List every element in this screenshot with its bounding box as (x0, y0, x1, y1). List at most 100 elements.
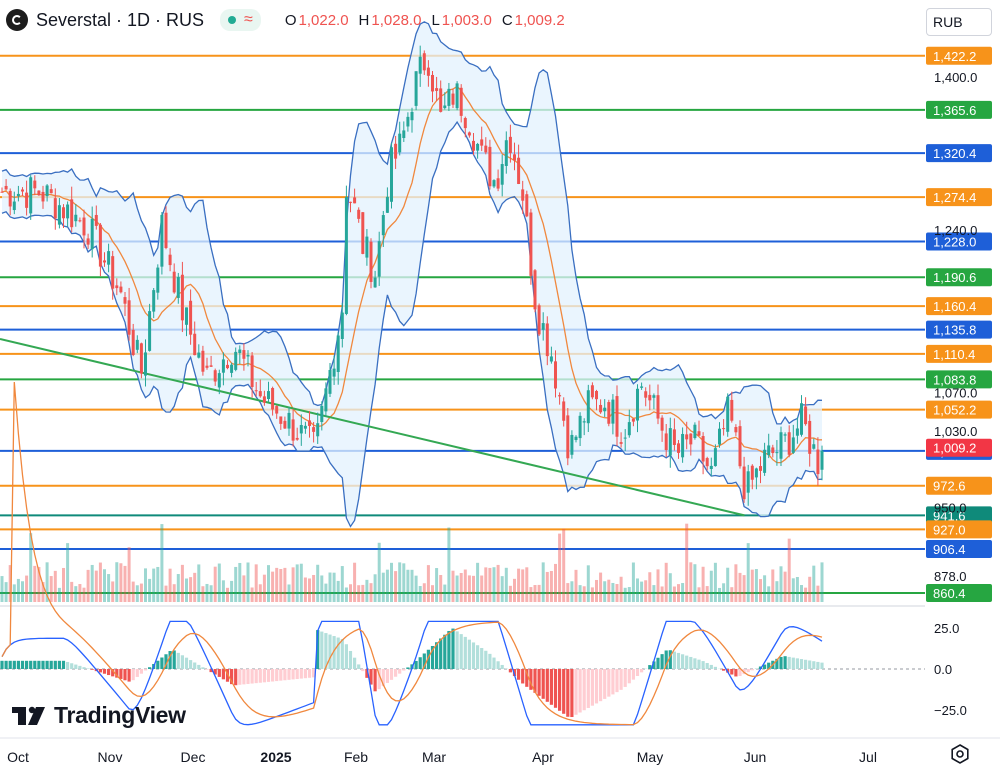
candle-body (525, 194, 529, 217)
volume-bar (295, 564, 299, 602)
volume-bar (742, 575, 746, 602)
level-label: 1,190.6 (933, 270, 976, 285)
volume-bar (467, 575, 471, 602)
indicator-histogram-bar (599, 669, 603, 702)
last-price-box (926, 438, 992, 457)
chart-header: Severstal · 1D · RUS ≈ O 1,022.0 H 1,028… (0, 0, 925, 40)
volume-bar (554, 563, 557, 602)
volume-bar (226, 587, 229, 602)
indicator-histogram-bar (422, 653, 426, 669)
volume-bar (316, 564, 320, 602)
candle-body (111, 256, 115, 289)
settings-gear-icon[interactable] (950, 744, 970, 764)
level-label: 1,228.0 (933, 234, 976, 249)
candle-body (406, 116, 410, 127)
candle-body (644, 391, 648, 398)
indicator-histogram-bar (652, 661, 656, 669)
candle-body (595, 390, 598, 400)
indicator-histogram-bar (312, 669, 316, 678)
indicator-histogram-bar (139, 669, 143, 674)
level-label-box (926, 476, 992, 495)
indicator-histogram-bar (779, 656, 783, 669)
indicator-histogram-bar (324, 633, 328, 669)
high-key: H (358, 11, 370, 29)
volume-bar (476, 562, 480, 602)
candle-body (16, 193, 20, 197)
indicator-histogram-bar (492, 657, 496, 669)
volume-bar (172, 584, 176, 602)
volume-bar (599, 572, 603, 602)
indicator-histogram-bar (533, 669, 537, 693)
volume-bar (541, 562, 545, 602)
indicator-histogram-bar (578, 669, 582, 713)
volume-bar (709, 570, 713, 602)
candle-body (504, 140, 508, 166)
volume-bar (517, 568, 521, 602)
candle-body (541, 323, 545, 330)
volume-bar (451, 570, 455, 602)
indicator-histogram-bar (271, 669, 275, 682)
indicator-histogram-bar (574, 669, 578, 715)
indicator-histogram-bar (566, 669, 570, 717)
indicator-histogram-bar (512, 669, 517, 677)
candle-body (180, 274, 184, 321)
volume-bar (107, 574, 111, 602)
candle-body (451, 93, 455, 105)
indicator-histogram-bar (631, 669, 635, 680)
candle-body (738, 426, 742, 467)
indicator-histogram-bar (123, 669, 127, 681)
indicator-histogram-bar (365, 669, 369, 678)
indicator-histogram-bar (750, 669, 754, 671)
indicator-histogram-bar (82, 667, 86, 669)
indicator-histogram-bar (553, 669, 558, 708)
volume-bar (730, 587, 734, 602)
candle-body (193, 333, 197, 356)
candle-body (582, 421, 586, 423)
candle-body (783, 434, 787, 436)
level-label-box (926, 320, 992, 339)
candle-body (763, 449, 767, 473)
volume-bar (722, 583, 726, 602)
volume-bar (131, 581, 135, 602)
time-tick-label: Nov (98, 749, 123, 765)
candle-body (78, 220, 82, 222)
candle-body (45, 185, 49, 197)
tradingview-logo[interactable]: TradingView (12, 702, 186, 729)
volume-bar (57, 587, 61, 602)
indicator-histogram-bar (455, 631, 459, 669)
indicator-histogram-bar (480, 647, 484, 669)
candle-body (8, 190, 12, 207)
indicator-histogram-bar (344, 644, 348, 669)
candle-body (242, 350, 246, 359)
volume-bar (812, 565, 816, 602)
candle-body (615, 396, 619, 437)
candle-body (377, 241, 381, 277)
candle-body (431, 74, 434, 92)
candle-body (668, 428, 672, 456)
currency-button[interactable]: RUB (926, 8, 992, 36)
indicator-histogram-bar (689, 656, 693, 669)
volume-bar (701, 566, 705, 602)
volume-bar (127, 547, 131, 602)
candle-body (74, 214, 78, 222)
symbol-title[interactable]: Severstal · 1D · RUS (36, 9, 205, 30)
volume-bar (98, 562, 102, 602)
indicator-histogram-bar (623, 669, 627, 687)
live-status-icon[interactable]: ≈ (220, 9, 261, 31)
volume-bar (640, 581, 644, 602)
candle-body (246, 354, 250, 357)
volume-bar (238, 562, 242, 602)
trendline-group (0, 338, 745, 517)
indicator-histogram-bar (430, 645, 435, 669)
candle-body (381, 215, 385, 236)
volume-bar (558, 533, 562, 602)
indicator-histogram-bar (107, 669, 111, 676)
volume-bar (566, 583, 570, 602)
indicator-histogram-bar (709, 664, 713, 669)
indicator-histogram-bar (193, 662, 197, 669)
indicator-histogram-bar (25, 660, 29, 669)
candle-body (586, 390, 590, 424)
volume-bar (16, 578, 20, 602)
volume-bar (201, 586, 205, 602)
